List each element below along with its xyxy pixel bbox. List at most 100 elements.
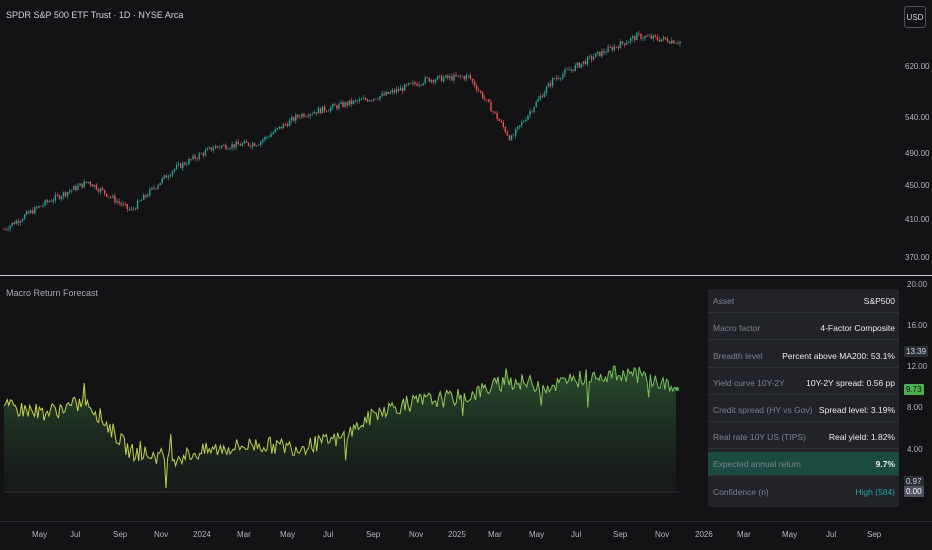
- candle-body: [605, 52, 607, 53]
- candle-body: [13, 222, 15, 225]
- candle-body: [233, 144, 235, 148]
- candle-body: [159, 182, 161, 186]
- candle-body: [282, 124, 285, 129]
- candle-body: [243, 141, 246, 144]
- candle-body: [325, 110, 328, 112]
- candle-body: [377, 99, 379, 100]
- row-value: Spread level: 3.19%: [818, 404, 895, 415]
- candle-body: [258, 144, 260, 146]
- candle-body: [360, 99, 363, 100]
- row-label: Credit spread (HY vs Gov): [713, 404, 813, 415]
- candle-body: [529, 111, 531, 116]
- candle-body: [512, 135, 515, 137]
- candle-body: [276, 128, 278, 130]
- candle-body: [95, 184, 98, 190]
- candle-body: [510, 135, 513, 141]
- candle-body: [262, 139, 264, 142]
- candle-body: [231, 144, 233, 149]
- candle-body: [81, 183, 83, 188]
- candle-body: [410, 83, 412, 84]
- candle-body: [11, 222, 13, 226]
- candle-body: [354, 100, 357, 102]
- candle-body: [408, 83, 410, 85]
- candle-body: [110, 196, 112, 198]
- candle-body: [204, 150, 207, 156]
- candle-body: [3, 229, 5, 230]
- candle-body: [163, 175, 165, 179]
- time-tick-label: Mar: [237, 530, 251, 539]
- row-value: High (584): [855, 487, 895, 497]
- candle-body: [615, 46, 618, 48]
- candle-body: [422, 83, 424, 85]
- candle-body: [418, 84, 420, 86]
- candle-body: [640, 33, 642, 39]
- currency-button[interactable]: USD: [904, 6, 926, 28]
- price-tick-label: 540.00: [905, 113, 930, 122]
- candle-body: [332, 104, 334, 108]
- time-tick-label: Jul: [70, 530, 81, 539]
- candle-body: [490, 102, 492, 112]
- candle-body: [566, 69, 568, 71]
- candle-body: [381, 93, 383, 97]
- candle-body: [463, 76, 465, 80]
- candle-body: [77, 185, 79, 190]
- candle-body: [654, 35, 657, 37]
- candle-body: [500, 120, 502, 123]
- candle-body: [371, 100, 373, 101]
- table-row-highlight: Expected annual return 9.7%: [708, 452, 899, 476]
- candle-body: [543, 92, 546, 98]
- candle-body: [344, 102, 346, 107]
- time-tick-label: Nov: [409, 530, 424, 539]
- candle-body: [440, 75, 443, 82]
- candle-body: [42, 204, 44, 206]
- candle-body: [601, 50, 603, 57]
- candle-body: [369, 100, 371, 102]
- candle-body: [644, 36, 646, 39]
- candle-body: [664, 37, 667, 40]
- candle-body: [138, 200, 141, 202]
- candle-body: [607, 47, 609, 53]
- candle-body: [475, 85, 478, 91]
- candle-body: [196, 158, 198, 160]
- row-label: Breadth level: [713, 350, 763, 361]
- candle-body: [235, 141, 237, 148]
- candle-body: [266, 136, 268, 138]
- candle-body: [297, 114, 299, 117]
- candle-body: [549, 83, 552, 86]
- symbol-title[interactable]: SPDR S&P 500 ETF Trust · 1D · NYSE Arca: [6, 10, 184, 20]
- candle-body: [290, 117, 293, 121]
- candle-body: [200, 153, 202, 155]
- candle-body: [593, 57, 595, 60]
- candle-body: [206, 148, 209, 151]
- row-label: Asset: [713, 295, 735, 306]
- candle-body: [679, 41, 681, 44]
- candle-body: [40, 205, 42, 207]
- candle-body: [389, 92, 391, 94]
- pane-separator[interactable]: [0, 275, 932, 276]
- candle-body: [568, 69, 570, 71]
- candle-body: [93, 184, 96, 187]
- candle-body: [623, 43, 626, 45]
- candle-body: [85, 181, 87, 183]
- candle-body: [134, 208, 137, 210]
- candle-body: [564, 70, 566, 75]
- candle-body: [34, 206, 36, 214]
- candle-body: [523, 121, 525, 123]
- candle-body: [307, 116, 309, 117]
- indicator-title[interactable]: Macro Return Forecast: [6, 288, 99, 298]
- candle-body: [350, 100, 352, 105]
- candle-body: [274, 129, 276, 133]
- candle-body: [171, 171, 174, 176]
- candle-body: [484, 98, 486, 100]
- candle-body: [155, 188, 157, 189]
- candle-body: [537, 98, 539, 102]
- candle-body: [666, 39, 669, 43]
- candle-body: [625, 42, 628, 45]
- price-tick-label: 490.00: [905, 149, 930, 158]
- candle-body: [130, 208, 133, 210]
- candle-body: [385, 91, 387, 96]
- candle-body: [588, 56, 591, 58]
- candle-body: [5, 229, 7, 230]
- candle-body: [237, 141, 239, 145]
- candle-body: [451, 76, 453, 81]
